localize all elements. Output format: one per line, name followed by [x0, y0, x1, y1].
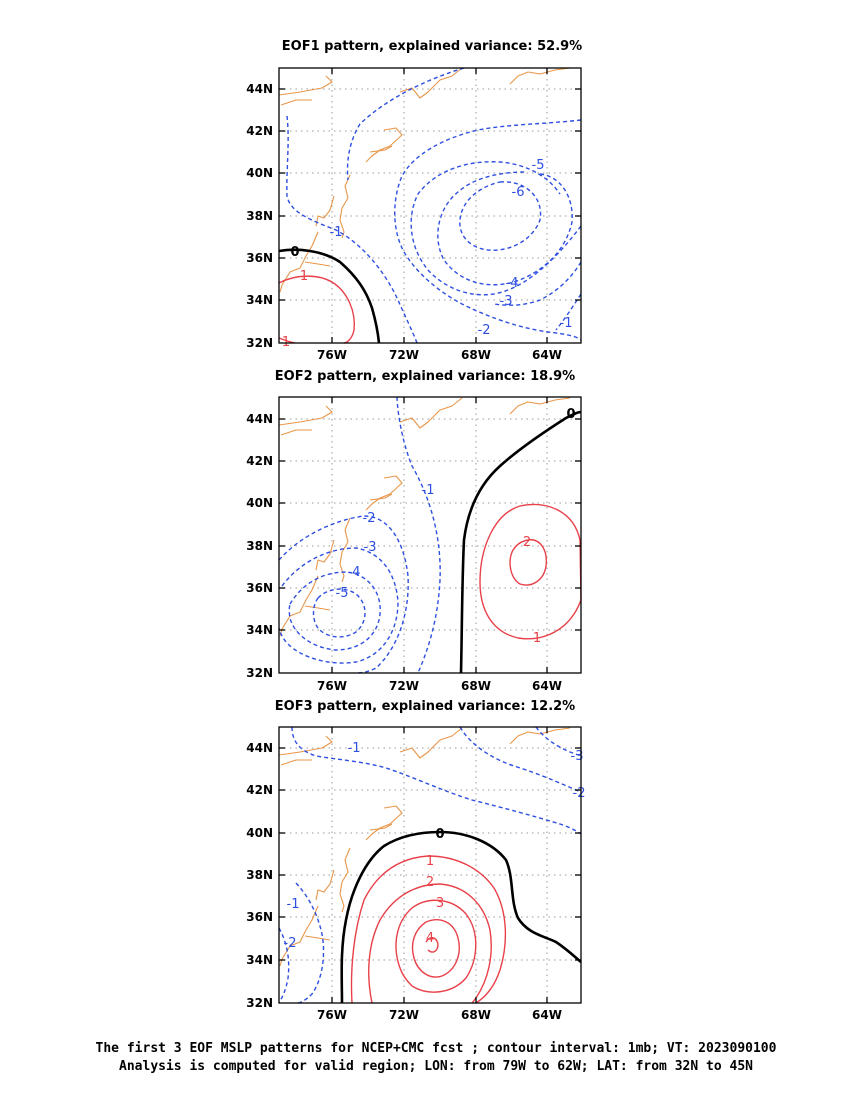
y-tick-label: 42N	[246, 454, 273, 468]
contour-label: -1	[560, 316, 573, 331]
contour-label: -2	[478, 323, 491, 338]
panel-eof3: EOF3 pattern, explained variance: 12.2%	[246, 699, 585, 1022]
contour-label: -1	[330, 225, 343, 240]
figure-caption: The first 3 EOF MSLP patterns for NCEP+C…	[96, 1041, 777, 1074]
y-tick-label: 32N	[246, 996, 273, 1010]
y-axis-labels: 44N 42N 40N 38N 36N 34N 32N	[246, 82, 273, 350]
y-axis-labels: 44N 42N 40N 38N 36N 34N 32N	[246, 741, 273, 1010]
tick-marks	[279, 68, 581, 343]
panel-eof2: EOF2 pattern, explained variance: 18.9%	[246, 369, 582, 693]
caption-line-1: The first 3 EOF MSLP patterns for NCEP+C…	[96, 1041, 777, 1056]
contour-label: 0	[566, 407, 575, 422]
panel-title: EOF3 pattern, explained variance: 12.2%	[275, 699, 575, 714]
contour-label: -5	[532, 158, 545, 173]
grid-lines	[279, 68, 581, 343]
y-tick-label: 38N	[246, 209, 273, 223]
contours: 0 1 1 -1 -2 -3 -4 -5 -6 -1	[278, 67, 582, 350]
contour-label: 1	[533, 631, 541, 646]
contour-label: -3	[364, 540, 377, 555]
x-tick-label: 64W	[532, 348, 562, 362]
x-axis-labels: 76W 72W 68W 64W	[317, 679, 562, 693]
contour-label: -4	[348, 565, 361, 580]
coastline	[278, 397, 571, 637]
contour-label: -3	[500, 294, 513, 309]
contour-label: -6	[512, 185, 525, 200]
map-frame	[278, 396, 582, 674]
panel-eof1: EOF1 pattern, explained variance: 52.9%	[246, 39, 582, 362]
contour-label: 1	[426, 854, 434, 869]
x-tick-label: 76W	[317, 1008, 347, 1022]
contour-label: 3	[436, 896, 444, 911]
y-tick-label: 40N	[246, 496, 273, 510]
y-tick-label: 42N	[246, 124, 273, 138]
tick-marks	[279, 397, 581, 673]
y-tick-label: 44N	[246, 741, 273, 755]
map-frame	[278, 726, 582, 1004]
y-tick-label: 44N	[246, 412, 273, 426]
contour-label: -2	[284, 936, 297, 951]
contour-label: -2	[363, 511, 376, 526]
x-tick-label: 68W	[461, 679, 491, 693]
y-tick-label: 32N	[246, 666, 273, 680]
contour-label: 0	[435, 827, 444, 842]
contours: -1 -3 -2 0 1 2 3 4 -1 -2	[278, 726, 586, 1004]
contour-label: 1	[300, 269, 308, 284]
y-axis-labels: 44N 42N 40N 38N 36N 34N 32N	[246, 412, 273, 680]
contour-label: 2	[426, 875, 434, 890]
coastline	[278, 727, 571, 967]
y-tick-label: 44N	[246, 82, 273, 96]
y-tick-label: 34N	[246, 953, 273, 967]
contour-label: -1	[348, 741, 361, 756]
caption-line-2: Analysis is computed for valid region; L…	[119, 1059, 753, 1074]
contour-label: -2	[573, 786, 586, 801]
x-tick-label: 72W	[389, 679, 419, 693]
x-tick-label: 68W	[461, 348, 491, 362]
y-tick-label: 34N	[246, 623, 273, 637]
y-tick-label: 38N	[246, 868, 273, 882]
tick-marks	[279, 727, 581, 1003]
x-axis-labels: 76W 72W 68W 64W	[317, 348, 562, 362]
contour-label: 0	[290, 245, 299, 260]
contour-label: -4	[506, 276, 519, 291]
panel-title: EOF2 pattern, explained variance: 18.9%	[275, 369, 575, 384]
y-tick-label: 32N	[246, 336, 273, 350]
contours: 0 -1 -2 -3 -4 -5 2 1	[278, 396, 582, 674]
coastline	[278, 67, 571, 293]
contour-label: -3	[571, 749, 584, 764]
x-tick-label: 72W	[389, 1008, 419, 1022]
contour-label: -1	[287, 897, 300, 912]
x-tick-label: 64W	[532, 679, 562, 693]
y-tick-label: 36N	[246, 910, 273, 924]
grid-lines	[279, 727, 581, 1003]
contour-label: -5	[336, 586, 349, 601]
x-tick-label: 72W	[389, 348, 419, 362]
panel-title: EOF1 pattern, explained variance: 52.9%	[282, 39, 582, 54]
grid-lines	[279, 397, 581, 673]
y-tick-label: 36N	[246, 581, 273, 595]
map-frame	[278, 67, 582, 344]
x-tick-label: 68W	[461, 1008, 491, 1022]
x-tick-label: 76W	[317, 348, 347, 362]
x-tick-label: 64W	[532, 1008, 562, 1022]
y-tick-label: 38N	[246, 539, 273, 553]
contour-label: 4	[426, 931, 434, 946]
x-tick-label: 76W	[317, 679, 347, 693]
y-tick-label: 40N	[246, 166, 273, 180]
contour-label: -1	[422, 483, 435, 498]
y-tick-label: 36N	[246, 251, 273, 265]
y-tick-label: 42N	[246, 783, 273, 797]
x-axis-labels: 76W 72W 68W 64W	[317, 1008, 562, 1022]
y-tick-label: 34N	[246, 293, 273, 307]
y-tick-label: 40N	[246, 826, 273, 840]
contour-label: 2	[523, 535, 531, 550]
